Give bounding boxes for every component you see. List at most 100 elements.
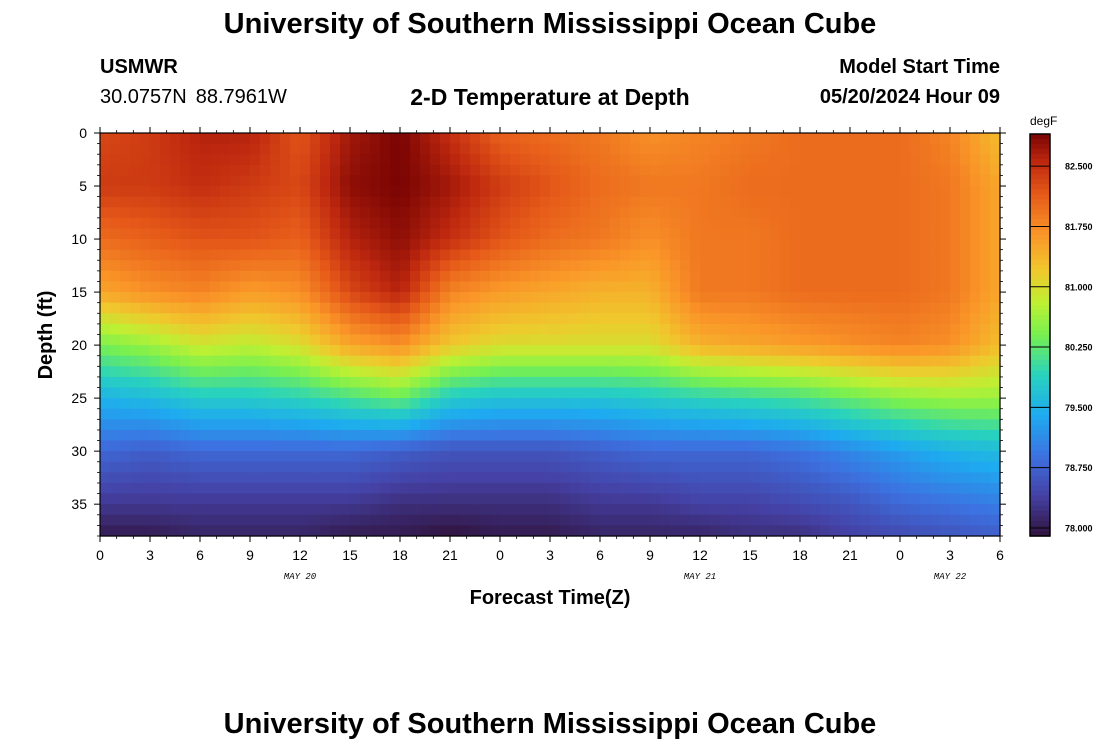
heatmap-cell [800,228,811,240]
heatmap-cell [310,239,321,251]
heatmap-cell [800,281,811,293]
heatmap-cell [700,260,711,272]
heatmap-cell [490,164,501,177]
heatmap-cell [390,472,401,484]
heatmap-cell [220,408,231,420]
heatmap-cell [590,355,601,367]
heatmap-cell [220,292,231,304]
x-tick-label: 6 [996,547,1004,563]
heatmap-cell [350,451,361,463]
heatmap-cell [700,228,711,240]
heatmap-cell [230,376,241,389]
heatmap-cell [540,461,551,473]
heatmap-cell [560,398,571,410]
heatmap-cell [810,387,821,399]
heatmap-cell [550,186,561,198]
heatmap-cell [380,186,391,198]
heatmap-cell [650,408,661,420]
heatmap-cell [200,164,211,177]
heatmap-cell [230,196,241,208]
heatmap-cell [790,440,801,452]
heatmap-cell [920,345,931,357]
heatmap-cell [220,175,231,187]
heatmap-cell [490,504,501,516]
heatmap-cell [250,451,261,463]
heatmap-cell [780,345,791,357]
colorbar-swatch [1030,375,1050,381]
heatmap-cell [890,270,901,283]
heatmap-cell [230,398,241,410]
heatmap-cell [310,514,321,526]
heatmap-cell [190,451,201,463]
heatmap-cell [720,217,731,230]
heatmap-cell [250,143,261,155]
colorbar-swatch [1030,144,1050,150]
heatmap-cell [600,408,611,420]
heatmap-cell [200,239,211,251]
heatmap-cell [910,334,921,346]
heatmap-cell [360,461,371,473]
x-tick-label: 15 [342,547,358,563]
heatmap-cell [100,313,111,325]
heatmap-cell [180,143,191,155]
heatmap-cell [850,196,861,208]
heatmap-cell [260,387,271,399]
heatmap-cell [420,514,431,526]
heatmap-cell [560,387,571,399]
heatmap-cell [710,387,721,399]
heatmap-cell [880,207,891,219]
heatmap-cell [740,133,751,145]
heatmap-cell [710,175,721,187]
heatmap-cell [940,472,951,484]
heatmap-cell [800,334,811,346]
heatmap-cell [740,175,751,187]
heatmap-cell [890,334,901,346]
heatmap-cell [710,302,721,314]
heatmap-cell [400,154,411,166]
heatmap-cell [720,270,731,283]
heatmap-cell [560,239,571,251]
heatmap-cell [340,196,351,208]
heatmap-cell [990,451,1001,463]
heatmap-cell [530,292,541,304]
heatmap-cell [130,228,141,240]
heatmap-cell [880,408,891,420]
heatmap-cell [600,461,611,473]
heatmap-cell [630,440,641,452]
heatmap-cell [240,207,251,219]
heatmap-cell [330,366,341,378]
heatmap-cell [140,461,151,473]
heatmap-cell [630,323,641,336]
heatmap-cell [370,345,381,357]
heatmap-cell [180,249,191,261]
heatmap-cell [840,260,851,272]
heatmap-cell [620,461,631,473]
heatmap-cell [160,175,171,187]
heatmap-cell [260,398,271,410]
heatmap-cell [350,323,361,336]
heatmap-cell [580,143,591,155]
heatmap-cell [680,196,691,208]
heatmap-cell [180,514,191,526]
heatmap-cell [980,249,991,261]
heatmap-cell [100,270,111,283]
heatmap-cell [350,186,361,198]
heatmap-cell [650,451,661,463]
heatmap-cell [800,514,811,526]
heatmap-cell [430,408,441,420]
heatmap-cell [890,376,901,389]
heatmap-cell [820,461,831,473]
heatmap-cell [470,429,481,442]
heatmap-cell [350,143,361,155]
heatmap-cell [770,228,781,240]
heatmap-cell [270,270,281,283]
heatmap-cell [980,196,991,208]
heatmap-cell [140,292,151,304]
heatmap-cell [230,217,241,230]
heatmap-cell [510,249,521,261]
heatmap-cell [780,217,791,230]
heatmap-cell [800,270,811,283]
heatmap-cell [730,345,741,357]
heatmap-cell [860,186,871,198]
heatmap-cell [600,175,611,187]
